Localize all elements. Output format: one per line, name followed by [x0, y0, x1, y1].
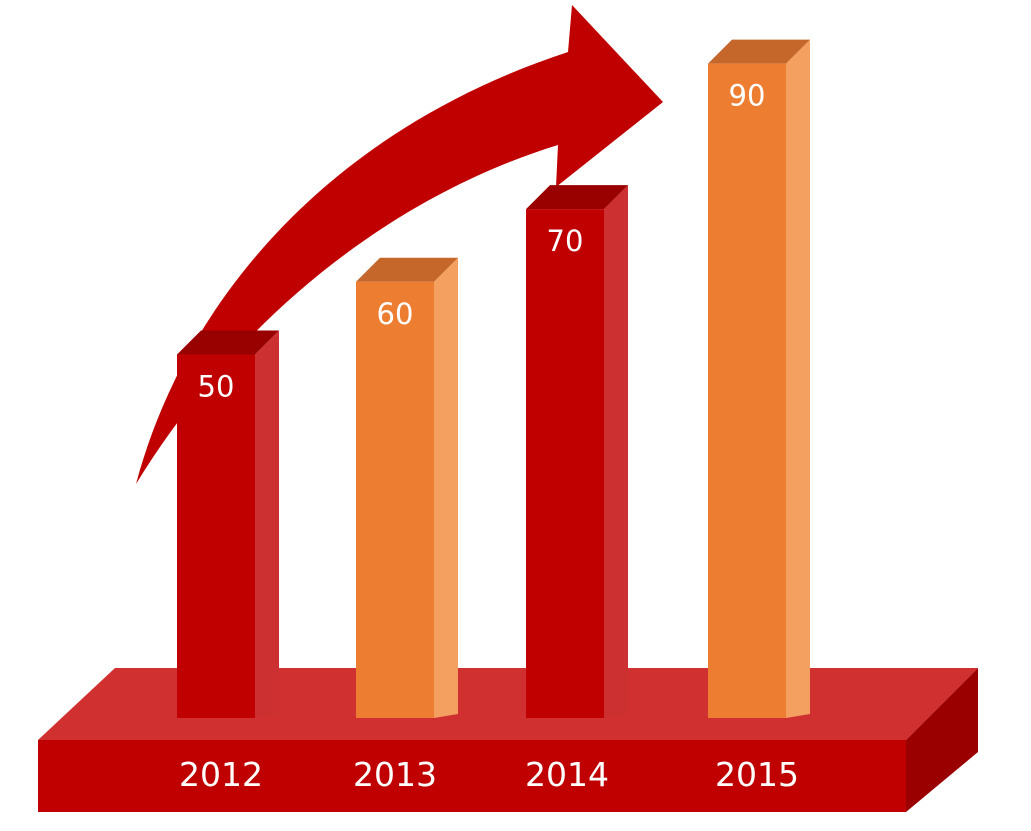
bar-value-label: 50	[198, 369, 235, 403]
bar-2013: 60	[356, 257, 458, 718]
category-label-2012: 2012	[179, 755, 263, 794]
bar-2015: 90	[708, 39, 810, 718]
base-front-face	[38, 740, 906, 812]
bar-value-label: 60	[377, 297, 414, 331]
bar-2012: 50	[177, 330, 279, 718]
bar-side-face	[434, 257, 458, 718]
category-label-2013: 2013	[353, 755, 437, 794]
bar-value-label: 90	[729, 79, 766, 113]
category-label-2014: 2014	[525, 755, 609, 794]
bar-front-face	[708, 63, 786, 718]
bar-top-face	[177, 330, 279, 355]
bar-2014: 70	[526, 185, 628, 718]
bar-front-face	[356, 281, 434, 718]
bar-front-face	[526, 209, 604, 718]
bar-top-face	[708, 39, 810, 64]
bar-side-face	[786, 39, 810, 718]
base-side-face	[906, 668, 978, 812]
category-labels-group: 2012 2013 2014 2015	[179, 755, 799, 794]
bar-side-face	[604, 185, 628, 718]
growth-arrow-icon	[136, 5, 663, 484]
bar-side-face	[255, 330, 279, 718]
category-label-2015: 2015	[715, 755, 799, 794]
bar-front-face	[177, 354, 255, 718]
bars-group: 50 60 70 90	[177, 39, 810, 718]
bar-top-face	[526, 185, 628, 210]
bar-top-face	[356, 257, 458, 282]
bar-value-label: 70	[547, 224, 584, 258]
